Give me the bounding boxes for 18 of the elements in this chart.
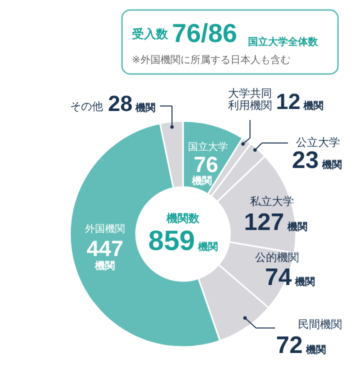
text: 76/86 bbox=[172, 18, 238, 48]
slice-label: 公立大学 bbox=[296, 136, 340, 149]
data-label: 28機関 bbox=[108, 91, 156, 116]
text: ※外国機関に所属する日本人も含む bbox=[132, 54, 290, 66]
slice-label: 国立大学 bbox=[188, 141, 228, 153]
slice-label: 公的機関 bbox=[255, 251, 299, 264]
text: 機関数 bbox=[166, 212, 200, 225]
slice-label: 大学共同利用機関 bbox=[228, 87, 272, 112]
text: 国立大学全体数 bbox=[248, 36, 319, 48]
data-label: 447機関 bbox=[86, 236, 124, 272]
slice-label: 外国機関 bbox=[85, 223, 125, 235]
data-label: 76機関 bbox=[191, 152, 218, 187]
slice-label: 民間機関 bbox=[298, 318, 342, 331]
data-label: 12機関 bbox=[276, 89, 324, 114]
slice-label: その他 bbox=[70, 100, 103, 113]
text: 受入数 bbox=[131, 27, 169, 41]
data-label: 74機関 bbox=[265, 264, 315, 291]
slice-label: 私立大学 bbox=[250, 195, 294, 208]
